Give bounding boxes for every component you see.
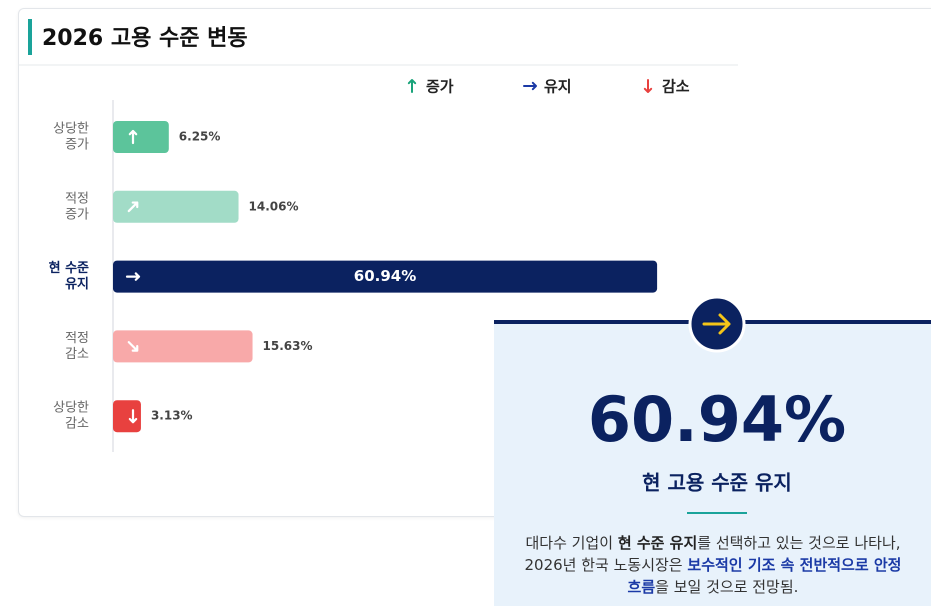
callout-panel: 60.94% 현 고용 수준 유지 대다수 기업이 현 수준 유지를 선택하고 … xyxy=(494,295,931,606)
arrow-icon xyxy=(125,272,141,281)
category-label: 상당한 xyxy=(53,122,89,137)
category-label: 증가 xyxy=(65,207,89,222)
category-label: 적정 xyxy=(65,331,89,346)
category-label: 감소 xyxy=(65,347,89,362)
category-label: 현 수준 xyxy=(49,260,89,276)
callout-value: 60.94% xyxy=(588,383,846,456)
bar xyxy=(113,260,658,293)
bar xyxy=(113,190,239,223)
arrow-icon xyxy=(643,79,653,93)
value-label: 15.63% xyxy=(263,339,313,353)
legend-label: 증가 xyxy=(426,78,454,96)
value-label: 14.06% xyxy=(249,199,299,213)
title-accent xyxy=(28,19,32,55)
category-label: 상당한 xyxy=(53,401,89,416)
bar xyxy=(113,400,141,433)
arrow-icon xyxy=(523,81,537,91)
description-segment: 를 선택하고 있는 것으로 나타나, 2026년 한국 노동시장은 xyxy=(524,534,901,574)
legend-label: 감소 xyxy=(662,78,690,96)
category-label: 증가 xyxy=(65,138,89,153)
value-label: 3.13% xyxy=(151,409,193,423)
arrow-icon xyxy=(128,129,138,145)
category-label: 유지 xyxy=(65,277,89,292)
value-label: 60.94% xyxy=(354,267,416,285)
legend-label: 유지 xyxy=(544,78,572,96)
arrow-icon xyxy=(128,409,138,424)
callout-title: 현 고용 수준 유지 xyxy=(642,471,792,495)
callout-description: 대다수 기업이 현 수준 유지를 선택하고 있는 것으로 나타나, 2026년 … xyxy=(518,532,908,598)
arrow-icon xyxy=(127,201,139,213)
description-segment: 보수적인 기조 속 전반적으로 안정 흐름 xyxy=(627,556,902,596)
value-label: 6.25% xyxy=(179,130,221,144)
arrow-icon xyxy=(407,79,417,93)
arrow-icon xyxy=(127,341,139,352)
bar xyxy=(113,330,253,363)
chart-title: 2026 고용 수준 변동 xyxy=(42,26,248,51)
callout-graphic: 60.94% 현 고용 수준 유지 xyxy=(588,295,846,514)
description-segment: 대다수 기업이 xyxy=(525,534,618,552)
category-label: 적정 xyxy=(65,191,89,206)
description-segment: 을 보일 것으로 전망됨. xyxy=(655,578,799,596)
bar xyxy=(113,121,169,153)
category-label: 감소 xyxy=(65,417,89,432)
description-segment: 현 수준 유지 xyxy=(617,534,698,552)
callout-arrow xyxy=(702,313,731,335)
